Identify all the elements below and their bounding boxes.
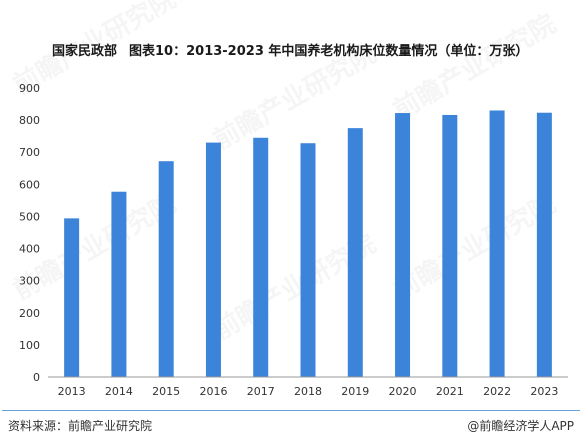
x-tick-label: 2023 <box>530 385 558 398</box>
y-tick-label: 300 <box>19 275 40 288</box>
footer: 资料来源：前瞻产业研究院 @前瞻经济学人APP <box>0 405 582 445</box>
bar-2015 <box>158 161 174 377</box>
footer-divider <box>2 410 580 411</box>
x-axis: 2013 2014 2015 2016 2017 2018 2019 2020 2021 2022… <box>48 376 568 398</box>
y-axis: 0 100 200 300 400 500 600 700 800 900 <box>19 82 40 384</box>
x-tick-label: 2014 <box>105 385 133 398</box>
x-tick-label: 2015 <box>152 385 180 398</box>
bar-2013 <box>64 218 80 377</box>
y-tick-label: 600 <box>19 178 40 191</box>
bar-2017 <box>253 137 269 377</box>
x-tick-label: 2020 <box>389 385 417 398</box>
bar-2016 <box>205 142 221 377</box>
bar-2022 <box>489 110 505 377</box>
y-tick-label: 900 <box>19 82 40 95</box>
source-note: 资料来源：前瞻产业研究院 <box>8 419 153 433</box>
x-tick-label: 2021 <box>436 385 464 398</box>
chart-title-text: 图表10：2013-2023 年中国养老机构床位数量情况（单位：万张） <box>129 44 529 59</box>
x-tick-label: 2019 <box>341 385 369 398</box>
bar-2023 <box>536 112 552 377</box>
source-org-label: 国家民政部 <box>52 44 118 59</box>
y-tick-label: 0 <box>33 371 40 384</box>
bar-2014 <box>111 191 127 377</box>
x-tick-label: 2016 <box>199 385 227 398</box>
x-tick-label: 2022 <box>483 385 511 398</box>
y-tick-label: 400 <box>19 243 40 256</box>
bar-2019 <box>347 128 363 377</box>
x-tick-label: 2018 <box>294 385 322 398</box>
bar-2021 <box>442 114 458 378</box>
y-tick-label: 100 <box>19 339 40 352</box>
watermark-text: 前瞻产业研究院 <box>388 8 561 126</box>
x-tick-label: 2017 <box>247 385 275 398</box>
y-tick-label: 500 <box>19 210 40 223</box>
x-tick-label: 2013 <box>58 385 86 398</box>
chart-title: 国家民政部 图表10：2013-2023 年中国养老机构床位数量情况（单位：万张） <box>52 40 528 59</box>
watermark-text: 前瞻产业研究院 <box>388 188 561 306</box>
bars <box>64 110 552 378</box>
bar-2020 <box>395 113 411 378</box>
y-tick-label: 700 <box>19 146 40 159</box>
y-tick-label: 800 <box>19 114 40 127</box>
y-tick-label: 200 <box>19 307 40 320</box>
brand-credit: @前瞻经济学人APP <box>467 419 574 433</box>
bar-2018 <box>300 143 316 377</box>
